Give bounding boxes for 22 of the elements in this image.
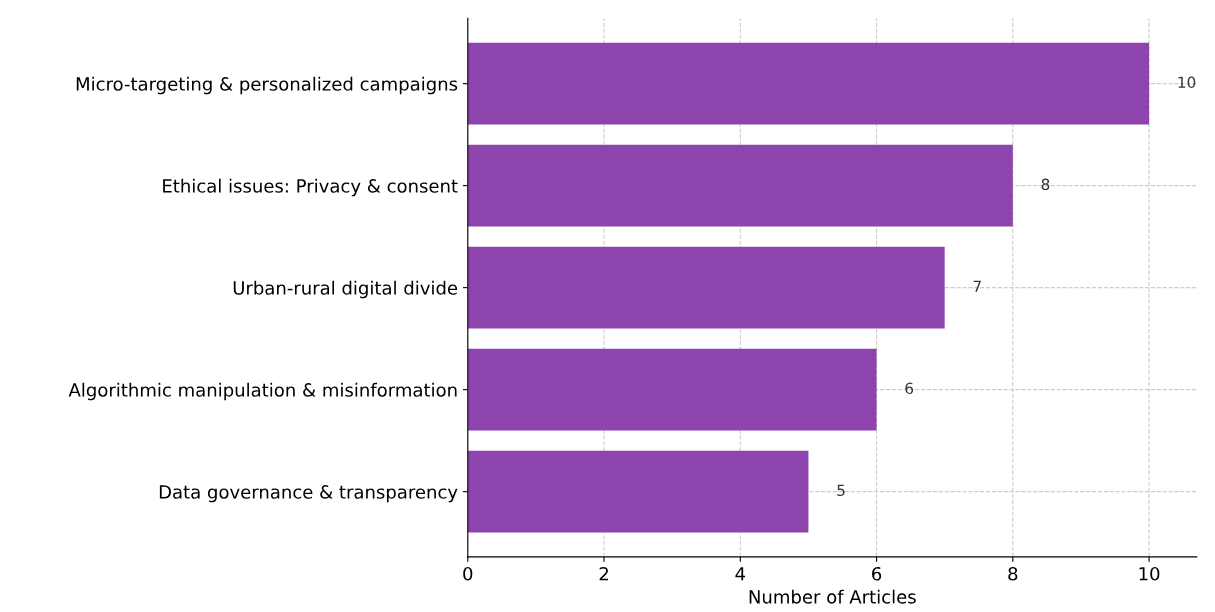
data-label: 6 [905,382,914,395]
y-tick-label: Algorithmic manipulation & misinformation [68,382,457,401]
y-tick-label: Urban-rural digital divide [233,280,458,299]
x-tick-label: 2 [599,566,608,581]
data-label: 10 [1178,76,1196,89]
x-axis-title: Number of Articles [749,589,916,604]
bar [467,450,809,533]
y-tick-label: Ethical issues: Privacy & consent [163,178,458,197]
data-label: 5 [837,484,845,497]
x-tick-label: 8 [1008,566,1018,581]
bar [467,144,1013,227]
x-tick-label: 4 [735,567,746,581]
bar [467,42,1150,125]
data-label: 8 [1041,178,1050,191]
data-label: 7 [973,280,981,292]
x-tick-label: 10 [1139,566,1160,581]
bar [467,348,877,431]
y-tick-label: Micro-targeting & personalized campaigns [76,76,458,95]
x-tick-label: 6 [872,566,882,581]
x-tick-label: 0 [463,566,473,581]
bar [467,246,945,329]
y-tick-label: Data governance & transparency [159,485,458,503]
